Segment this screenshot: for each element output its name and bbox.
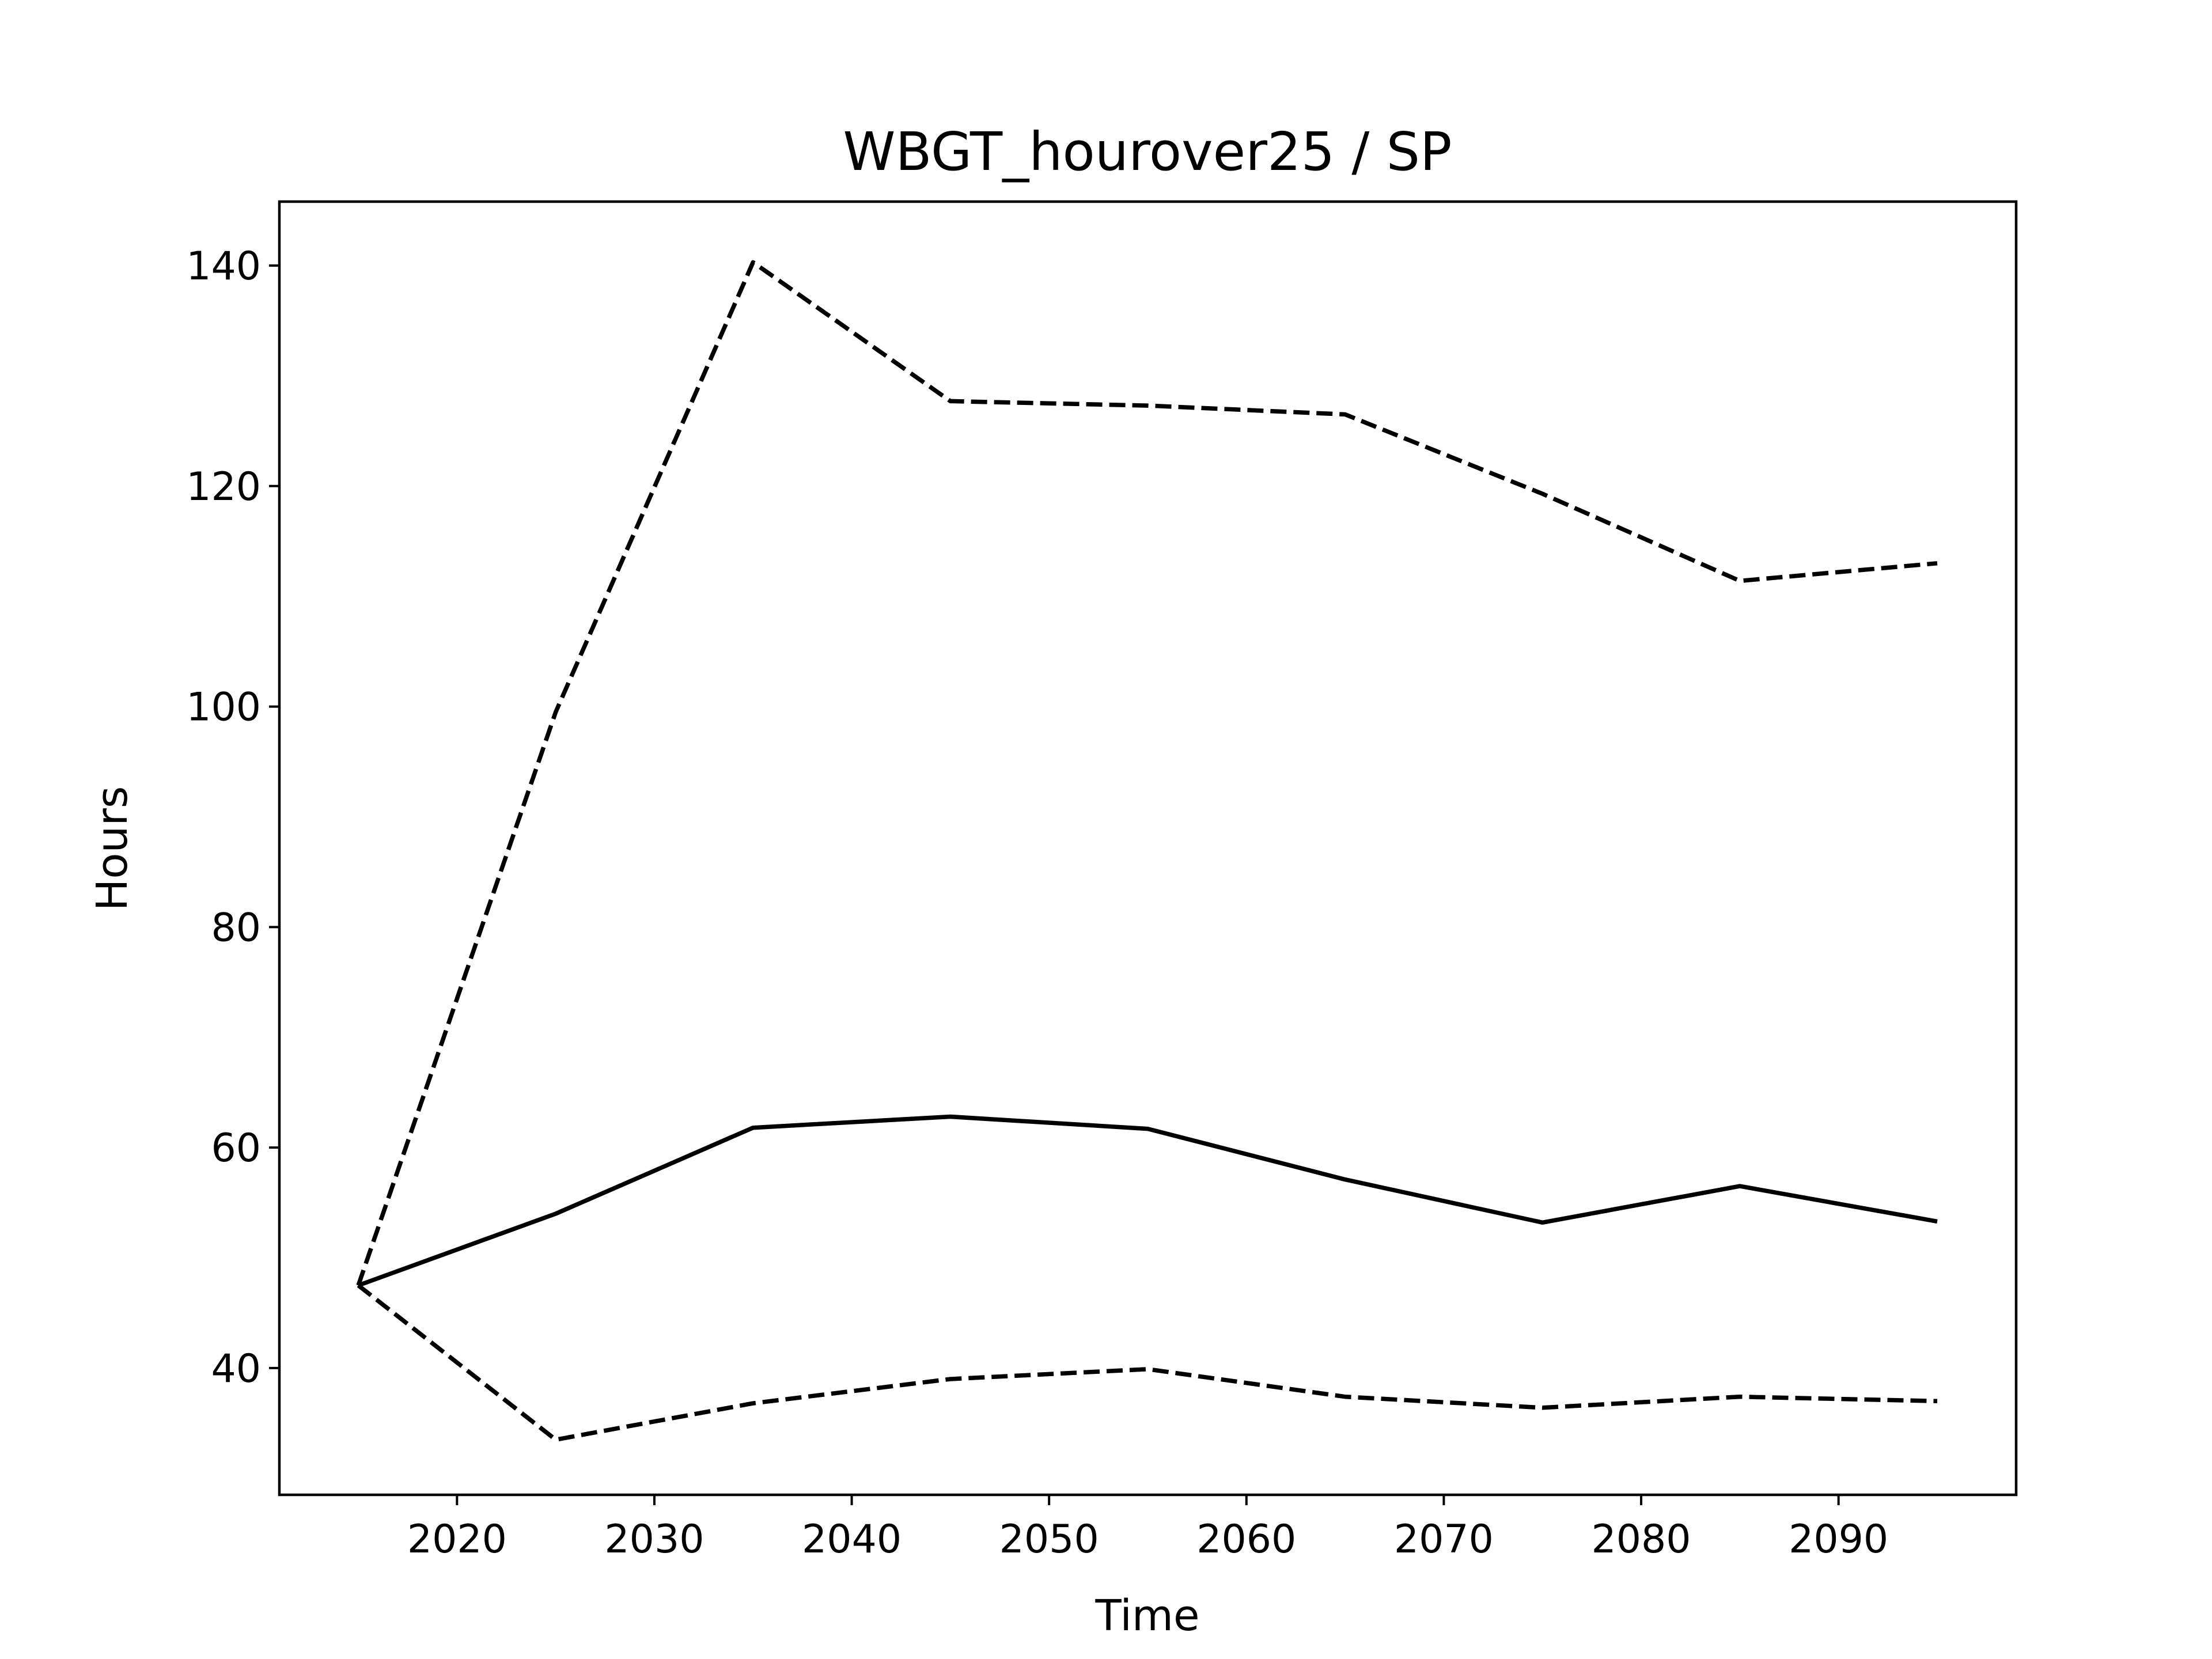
- y-axis-ticks: 40 60 80 100 120 140: [186, 244, 279, 1392]
- upper-bound-line: [356, 260, 1938, 1286]
- series-layer: [356, 260, 1938, 1442]
- median-line: [357, 1114, 1938, 1287]
- x-tick-label: 2040: [802, 1517, 902, 1562]
- y-tick-label: 40: [211, 1346, 261, 1392]
- plot-frame: [278, 200, 2018, 1497]
- y-tick-label: 60: [211, 1126, 261, 1171]
- y-axis-title: Hours: [88, 786, 137, 911]
- x-tick-label: 2090: [1789, 1517, 1888, 1562]
- x-tick-label: 2080: [1592, 1517, 1691, 1562]
- lower-bound-line: [357, 1283, 1938, 1442]
- x-tick-label: 2070: [1394, 1517, 1494, 1562]
- chart-title: WBGT_hourover25 / SP: [843, 121, 1452, 183]
- y-tick-label: 140: [186, 244, 261, 289]
- x-tick-label: 2020: [407, 1517, 507, 1562]
- y-tick-label: 80: [211, 905, 261, 950]
- x-tick-label: 2030: [604, 1517, 704, 1562]
- y-tick-label: 100: [186, 685, 261, 730]
- x-axis-title: Time: [1094, 1591, 1199, 1641]
- x-tick-label: 2060: [1196, 1517, 1296, 1562]
- x-axis-ticks: 2020 2030 2040 2050 2060 2070 2080 2090: [407, 1495, 1888, 1562]
- y-tick-label: 120: [186, 464, 261, 510]
- x-tick-label: 2050: [999, 1517, 1099, 1562]
